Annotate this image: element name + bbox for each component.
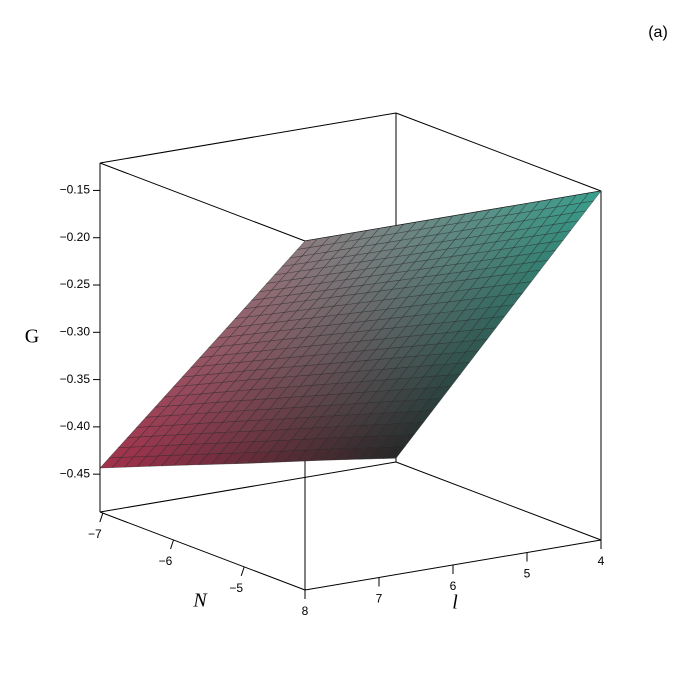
box-edge — [395, 112, 602, 192]
z-tick-label: −0.45 — [60, 466, 91, 480]
panel-label: (a) — [648, 24, 668, 41]
mesh-facet — [580, 190, 602, 204]
x-tick-label: −6 — [159, 554, 173, 568]
box-edge — [395, 461, 602, 541]
x-tick-label: −5 — [229, 581, 243, 595]
y-tick-label: 5 — [524, 567, 531, 581]
surface-cell — [99, 379, 249, 469]
y-tick-label: 6 — [450, 579, 457, 593]
box-edge — [99, 112, 397, 164]
surface-cell — [173, 373, 323, 466]
y-tick-label: 4 — [598, 554, 605, 568]
surface-cell — [243, 228, 380, 310]
surface-cell — [394, 269, 541, 369]
x-tick-label: −7 — [88, 527, 102, 541]
x-tick — [99, 512, 104, 523]
x-tick — [240, 566, 245, 577]
z-tick-label: −0.25 — [60, 277, 91, 291]
surface-cell — [465, 190, 602, 281]
z-axis-label: G — [25, 326, 39, 348]
surface-cell — [172, 298, 319, 388]
surface-cell — [391, 203, 528, 290]
y-tick-label: 7 — [376, 592, 383, 606]
surface-cell — [320, 279, 467, 375]
box-edge — [99, 461, 397, 513]
z-tick-label: −0.15 — [60, 183, 91, 197]
surface-cell — [317, 215, 454, 300]
surface-cell — [247, 367, 397, 464]
z-tick-label: −0.40 — [60, 419, 91, 433]
box-edge — [99, 162, 306, 242]
surface — [99, 190, 602, 469]
x-axis-label: N — [192, 590, 208, 612]
z-tick-label: −0.35 — [60, 372, 91, 386]
x-tick — [170, 539, 174, 550]
axes: −0.45 −0.40 −0.35 −0.30 −0.25 −0.20 −0.15 −7 −6 −… — [60, 183, 605, 619]
box-edge — [99, 511, 306, 591]
surface-cell — [246, 288, 393, 381]
y-axis-label: l — [452, 592, 458, 614]
z-tick-label: −0.20 — [60, 230, 91, 244]
y-tick-label: 8 — [302, 604, 309, 618]
surface-cell — [321, 361, 471, 461]
z-tick-label: −0.30 — [60, 324, 91, 338]
